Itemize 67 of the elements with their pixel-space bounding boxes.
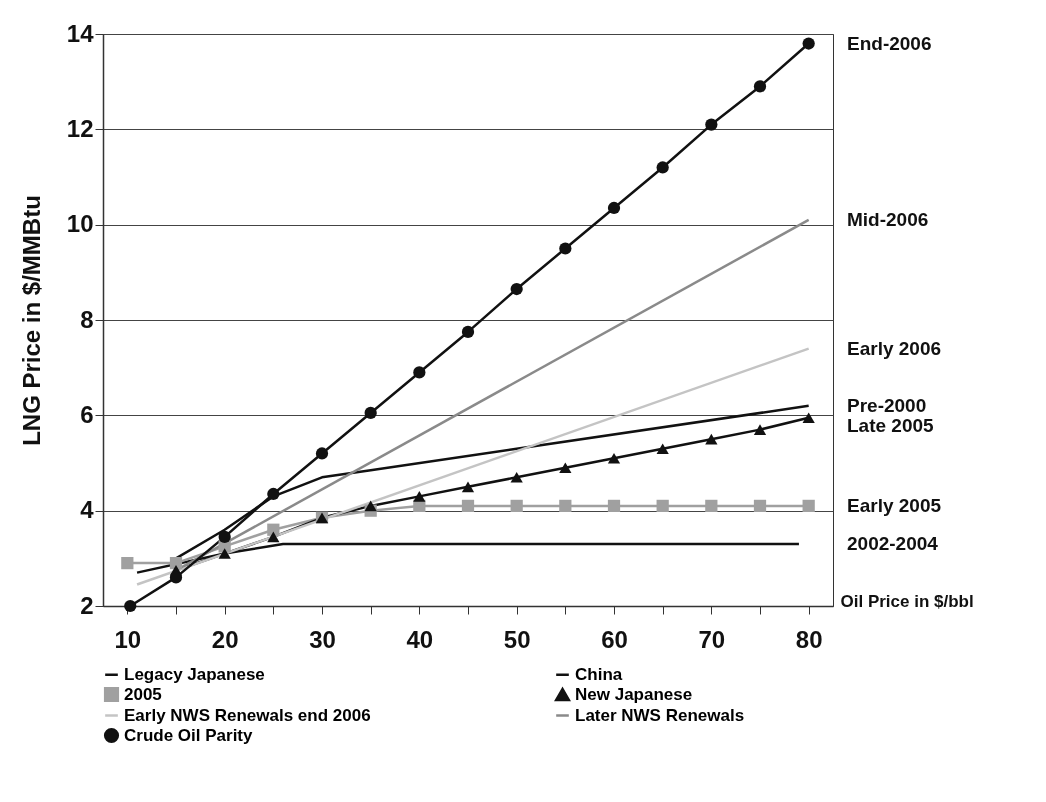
point — [753, 424, 767, 435]
y-tick-label: 8 — [80, 305, 94, 333]
point — [267, 487, 280, 501]
point — [218, 530, 231, 543]
point — [705, 433, 718, 445]
text: Early 2006 — [847, 337, 942, 359]
point — [124, 599, 137, 613]
point — [510, 499, 523, 513]
legend-label: New Japanese — [575, 684, 693, 704]
x-tick-label: 30 — [309, 625, 336, 653]
point — [413, 366, 426, 379]
y-tick-label: 4 — [80, 496, 95, 524]
x-tick-label: 80 — [795, 625, 823, 653]
y-axis-title: LNG Price in $/MMBtu — [17, 195, 45, 446]
y-tick-label: 12 — [66, 114, 94, 142]
point — [753, 499, 767, 513]
legend-label: Crude Oil Parity — [124, 725, 254, 745]
y-tick-label: 2 — [80, 591, 94, 619]
x-tick-label: 50 — [503, 625, 531, 653]
y-tick-label: 6 — [80, 400, 94, 428]
point — [364, 500, 377, 512]
point — [802, 412, 815, 424]
point — [656, 499, 669, 513]
point — [802, 499, 815, 513]
point — [656, 161, 669, 174]
x-tick-label: 70 — [698, 625, 726, 653]
x-tick-label: 20 — [211, 625, 239, 653]
point — [461, 499, 475, 513]
legend-label: Later NWS Renewals — [575, 705, 745, 725]
text: Early 2005 — [847, 494, 942, 516]
point — [315, 447, 329, 460]
point — [510, 282, 523, 296]
point — [461, 325, 475, 339]
point — [607, 201, 621, 215]
point — [607, 499, 621, 513]
text: 2002-2004 — [847, 533, 939, 555]
point — [169, 571, 183, 584]
x-axis-title: Oil Price in $/bbl — [840, 591, 974, 611]
x-tick-label: 60 — [601, 625, 628, 653]
point — [364, 406, 377, 420]
text: Pre-2000 — [847, 394, 927, 416]
point — [802, 37, 815, 50]
legend-label: Legacy Japanese — [124, 664, 265, 684]
text: Mid-2006 — [847, 208, 929, 230]
point — [656, 443, 669, 454]
x-tick-label: 10 — [114, 625, 142, 653]
point — [559, 242, 572, 255]
point — [559, 499, 572, 513]
legend-label: 2005 — [124, 684, 162, 704]
y-tick-label: 14 — [66, 19, 95, 47]
point — [510, 472, 523, 483]
point — [705, 499, 718, 513]
point — [169, 556, 183, 570]
point — [121, 556, 134, 570]
point — [267, 531, 280, 543]
legend-label: Early NWS Renewals end 2006 — [124, 705, 371, 725]
point — [461, 481, 475, 493]
point — [413, 491, 426, 502]
legend-label: China — [575, 664, 623, 684]
text: Late 2005 — [847, 414, 935, 436]
text: End-2006 — [847, 32, 932, 54]
x-tick-label: 40 — [406, 625, 434, 653]
point — [753, 80, 767, 93]
point — [607, 452, 621, 464]
y-tick-label: 10 — [66, 210, 94, 238]
point — [559, 462, 572, 474]
point — [705, 118, 718, 131]
